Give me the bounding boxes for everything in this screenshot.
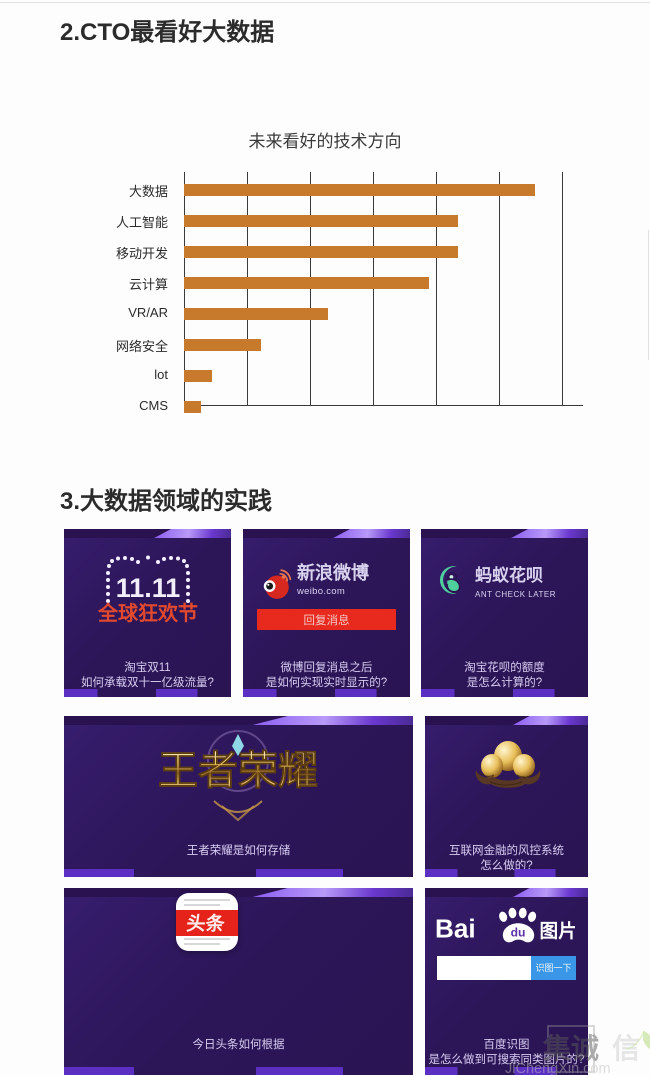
svg-text:头条: 头条	[185, 912, 226, 935]
svg-text:王者荣耀: 王者荣耀	[158, 749, 318, 793]
svg-text:全球狂欢节: 全球狂欢节	[97, 601, 198, 625]
svg-text:Bai: Bai	[435, 913, 476, 943]
svg-text:11.11: 11.11	[115, 573, 180, 603]
svg-text:du: du	[511, 925, 526, 939]
svg-text:信: 信	[612, 1033, 640, 1064]
svg-text:图片: 图片	[540, 920, 575, 941]
